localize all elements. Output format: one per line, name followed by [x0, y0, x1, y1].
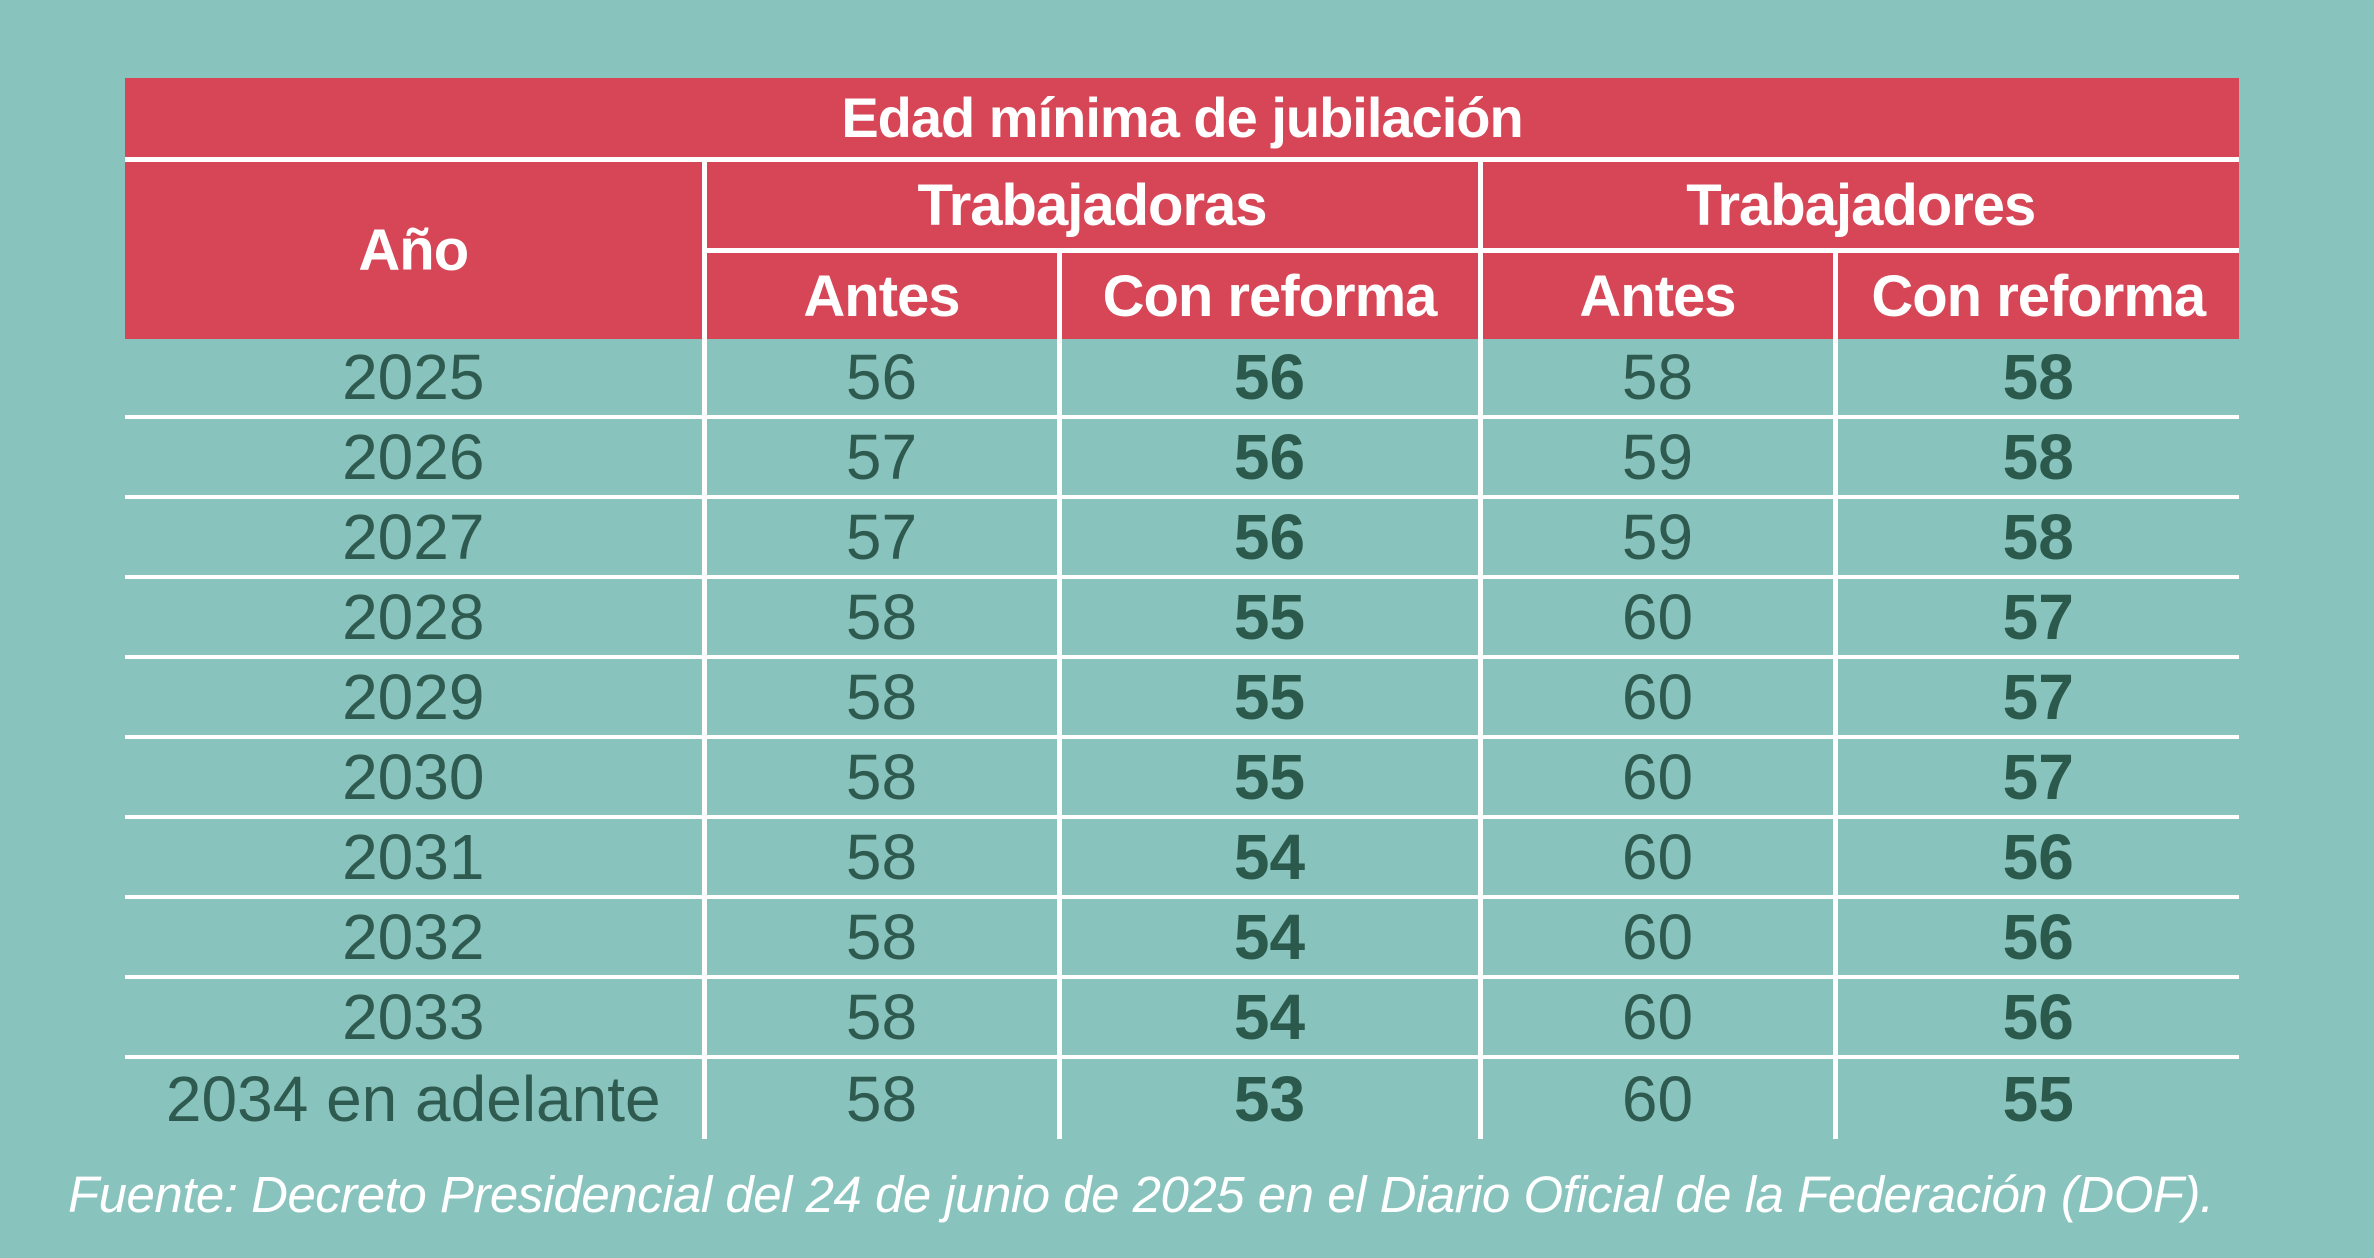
year-header: Año	[125, 159, 704, 339]
table-row: 2028 58 55 60 57	[125, 577, 2240, 659]
table-row: 2034 en adelante 58 53 60 55	[125, 1057, 2240, 1139]
table-row: 2029 58 55 60 57	[125, 657, 2240, 739]
retirement-age-table-container: Edad mínima de jubilación Año Trabajador…	[125, 78, 2240, 1139]
cell-trabajadores-con-reforma: 55	[1832, 1057, 2240, 1139]
year-cell: 2026	[125, 417, 704, 499]
cell-trabajadoras-antes: 58	[701, 817, 1059, 899]
cell-trabajadoras-antes: 58	[701, 1057, 1059, 1139]
cell-trabajadores-con-reforma: 57	[1832, 657, 2240, 739]
cell-trabajadores-antes: 60	[1477, 657, 1835, 739]
group-header-trabajadoras: Trabajadoras	[701, 159, 1480, 253]
cell-trabajadoras-antes: 57	[701, 497, 1059, 579]
year-cell: 2029	[125, 657, 704, 739]
table-row: 2033 58 54 60 56	[125, 977, 2240, 1059]
table-row: 2032 58 54 60 56	[125, 897, 2240, 979]
table-row: 2030 58 55 60 57	[125, 737, 2240, 819]
cell-trabajadores-antes: 60	[1477, 1057, 1835, 1139]
year-cell: 2031	[125, 817, 704, 899]
cell-trabajadoras-con-reforma: 55	[1056, 657, 1480, 739]
group-header-trabajadores: Trabajadores	[1477, 159, 2240, 253]
subheader-trabajadores-con-reforma: Con reforma	[1832, 250, 2240, 339]
cell-trabajadoras-con-reforma: 54	[1056, 977, 1480, 1059]
year-cell: 2034 en adelante	[165, 1063, 661, 1135]
cell-trabajadores-antes: 60	[1477, 577, 1835, 659]
year-cell: 2033	[125, 977, 704, 1059]
cell-trabajadoras-con-reforma: 54	[1056, 897, 1480, 979]
retirement-age-table: Edad mínima de jubilación Año Trabajador…	[125, 78, 2240, 1139]
cell-trabajadores-con-reforma: 56	[1832, 897, 2240, 979]
cell-trabajadoras-con-reforma: 55	[1056, 577, 1480, 659]
cell-trabajadores-antes: 60	[1477, 817, 1835, 899]
year-cell: 2025	[125, 339, 704, 419]
cell-trabajadores-con-reforma: 56	[1832, 977, 2240, 1059]
cell-trabajadores-antes: 60	[1477, 977, 1835, 1059]
cell-trabajadores-con-reforma: 58	[1832, 339, 2240, 419]
cell-trabajadoras-antes: 58	[701, 897, 1059, 979]
subheader-trabajadoras-antes: Antes	[701, 250, 1059, 339]
year-cell: 2028	[125, 577, 704, 659]
source-note: Fuente: Decreto Presidencial del 24 de j…	[68, 1166, 2214, 1223]
year-cell: 2027	[125, 497, 704, 579]
cell-trabajadores-con-reforma: 58	[1832, 497, 2240, 579]
cell-trabajadores-con-reforma: 57	[1832, 737, 2240, 819]
table-row: 2027 57 56 59 58	[125, 497, 2240, 579]
table-row: 2031 58 54 60 56	[125, 817, 2240, 899]
table-body: 2025 56 56 58 58 2026 57 56 59 58 2027 57 56 59 58 2028…	[125, 339, 2240, 1139]
cell-trabajadoras-antes: 58	[701, 737, 1059, 819]
year-cell: 2030	[125, 737, 704, 819]
cell-trabajadoras-con-reforma: 53	[1056, 1057, 1480, 1139]
cell-trabajadores-antes: 60	[1477, 897, 1835, 979]
cell-trabajadoras-con-reforma: 55	[1056, 737, 1480, 819]
cell-trabajadoras-antes: 58	[701, 977, 1059, 1059]
cell-trabajadores-con-reforma: 58	[1832, 417, 2240, 499]
cell-trabajadoras-con-reforma: 54	[1056, 817, 1480, 899]
table-row: 2025 56 56 58 58	[125, 339, 2240, 419]
cell-trabajadores-con-reforma: 56	[1832, 817, 2240, 899]
cell-trabajadoras-antes: 57	[701, 417, 1059, 499]
subheader-trabajadoras-con-reforma: Con reforma	[1056, 250, 1480, 339]
cell-trabajadoras-antes: 58	[701, 657, 1059, 739]
year-cell: 2032	[125, 897, 704, 979]
table-title: Edad mínima de jubilación	[125, 78, 2240, 162]
cell-trabajadores-antes: 58	[1477, 339, 1835, 419]
cell-trabajadores-antes: 59	[1477, 497, 1835, 579]
subheader-trabajadores-antes: Antes	[1477, 250, 1835, 339]
cell-trabajadores-con-reforma: 57	[1832, 577, 2240, 659]
cell-trabajadoras-con-reforma: 56	[1056, 417, 1480, 499]
cell-trabajadoras-antes: 56	[701, 339, 1059, 419]
cell-trabajadores-antes: 60	[1477, 737, 1835, 819]
table-row: 2026 57 56 59 58	[125, 417, 2240, 499]
cell-trabajadoras-con-reforma: 56	[1056, 497, 1480, 579]
cell-trabajadoras-antes: 58	[701, 577, 1059, 659]
cell-trabajadores-antes: 59	[1477, 417, 1835, 499]
cell-trabajadoras-con-reforma: 56	[1056, 339, 1480, 419]
